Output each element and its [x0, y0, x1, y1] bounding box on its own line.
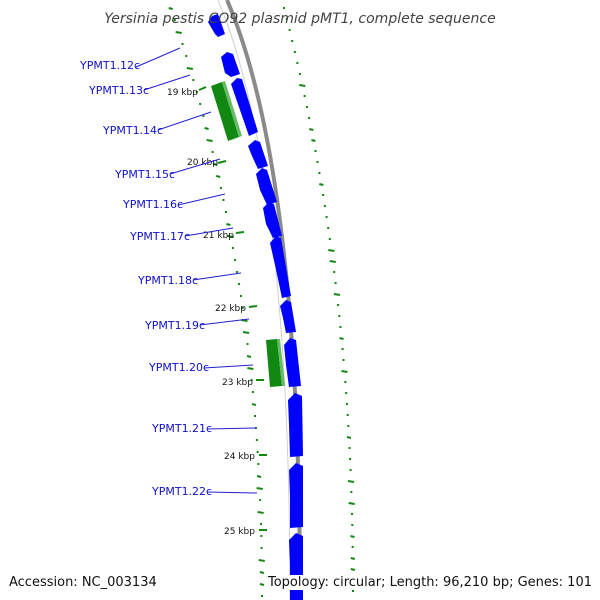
gene-label-ypmt1-20c: YPMT1.20c: [148, 361, 209, 374]
trna-feature-edge: [277, 339, 285, 386]
gc-tick: [168, 7, 173, 10]
gene-label-ypmt1-19c: YPMT1.19c: [144, 319, 205, 332]
cds-arrow: [231, 78, 258, 136]
leader-line: [157, 111, 212, 131]
cds-arrow: [280, 300, 296, 333]
leader-line: [203, 364, 254, 369]
tick-mark: [198, 86, 207, 91]
leader-line: [192, 272, 242, 281]
gc-content-track-inner: [168, 7, 265, 597]
trna-feature: [266, 339, 282, 387]
gc-tick: [333, 293, 341, 296]
topology-text: Topology: circular; Length: 96,210 bp; G…: [265, 575, 592, 590]
gc-tick: [257, 511, 264, 514]
leader-line: [143, 74, 191, 91]
tick-label-21kbp: 21 kbp: [203, 231, 234, 241]
gc-tick: [341, 370, 348, 373]
backbone-inner-arc: [217, 0, 291, 600]
leader-line: [169, 158, 221, 175]
tick-label-23kbp: 23 kbp: [222, 378, 253, 388]
gc-tick: [206, 139, 213, 142]
gc-tick: [251, 403, 257, 406]
gc-tick: [348, 502, 355, 505]
leader-line: [206, 427, 257, 430]
leader-line: [135, 47, 181, 68]
tick-mark: [248, 305, 258, 308]
accession-text: Accession: NC_003134: [9, 575, 157, 590]
gene-label-ypmt1-16c: YPMT1.16c: [122, 198, 183, 211]
gc-tick: [175, 31, 182, 34]
gene-label-ypmt1-21c: YPMT1.21c: [151, 422, 212, 435]
leader-line: [184, 227, 234, 237]
cds-arrow: [288, 393, 303, 457]
tick-mark: [235, 231, 245, 234]
cds-arrow: [248, 140, 268, 169]
tick-label-25kbp: 25 kbp: [224, 527, 255, 537]
gc-tick: [246, 355, 252, 358]
cds-arrow: [270, 236, 291, 298]
gc-tick: [242, 331, 250, 334]
gc-tick: [186, 67, 194, 70]
gc-tick: [227, 235, 234, 238]
gc-tick: [299, 84, 306, 87]
trna-feature: [211, 82, 239, 141]
gc-tick: [256, 475, 262, 478]
tick-label-24kbp: 24 kbp: [224, 452, 255, 462]
gene-label-ypmt1-17c: YPMT1.17c: [129, 230, 190, 243]
trna-feature-edge: [222, 81, 242, 137]
gc-tick: [215, 175, 221, 178]
cds-arrow: [263, 202, 282, 238]
gc-content-track-outer: [283, 7, 356, 592]
leader-line: [206, 491, 258, 494]
leader-line: [177, 193, 226, 206]
gc-tick: [339, 337, 344, 340]
gene-label-ypmt1-14c: YPMT1.14c: [102, 124, 163, 137]
gc-tick: [329, 260, 336, 263]
gc-tick: [247, 367, 254, 370]
gene-label-ypmt1-22c: YPMT1.22c: [151, 485, 212, 498]
cds-arrow: [221, 52, 240, 77]
gc-tick: [319, 183, 324, 186]
gc-tick: [226, 223, 231, 226]
leader-line: [199, 318, 250, 326]
gc-tick: [204, 127, 209, 130]
cds-arrow: [256, 168, 277, 205]
cds-arrow: [284, 338, 301, 387]
gc-tick: [311, 139, 316, 142]
cds-arrow: [289, 463, 303, 528]
tick-label-19kbp: 19 kbp: [167, 88, 198, 98]
label-leader-lines: [135, 47, 258, 494]
gc-tick: [213, 163, 218, 166]
cds-track: [208, 14, 303, 600]
gene-label-ypmt1-15c: YPMT1.15c: [114, 168, 175, 181]
gc-tick: [347, 480, 355, 483]
gc-tick: [328, 249, 335, 252]
gc-tick: [258, 559, 265, 562]
gc-tick: [256, 487, 263, 490]
map-title: Yersinia pestis CO92 plasmid pMT1, compl…: [104, 11, 495, 27]
tick-label-22kbp: 22 kbp: [215, 304, 246, 314]
gc-tick: [259, 583, 265, 586]
tick-marks: [198, 86, 267, 531]
tick-label-20kbp: 20 kbp: [187, 158, 218, 168]
gc-tick: [350, 568, 356, 571]
gc-tick: [346, 436, 352, 439]
gene-label-ypmt1-12c: YPMT1.12c: [79, 59, 140, 72]
gc-tick: [350, 557, 356, 560]
gc-tick: [309, 128, 314, 131]
gc-tick: [350, 535, 355, 538]
gene-label-ypmt1-18c: YPMT1.18c: [137, 274, 198, 287]
gene-label-ypmt1-13c: YPMT1.13c: [88, 84, 149, 97]
tick-mark: [217, 160, 227, 164]
gc-tick: [259, 571, 265, 574]
cds-arrow: [208, 14, 225, 37]
